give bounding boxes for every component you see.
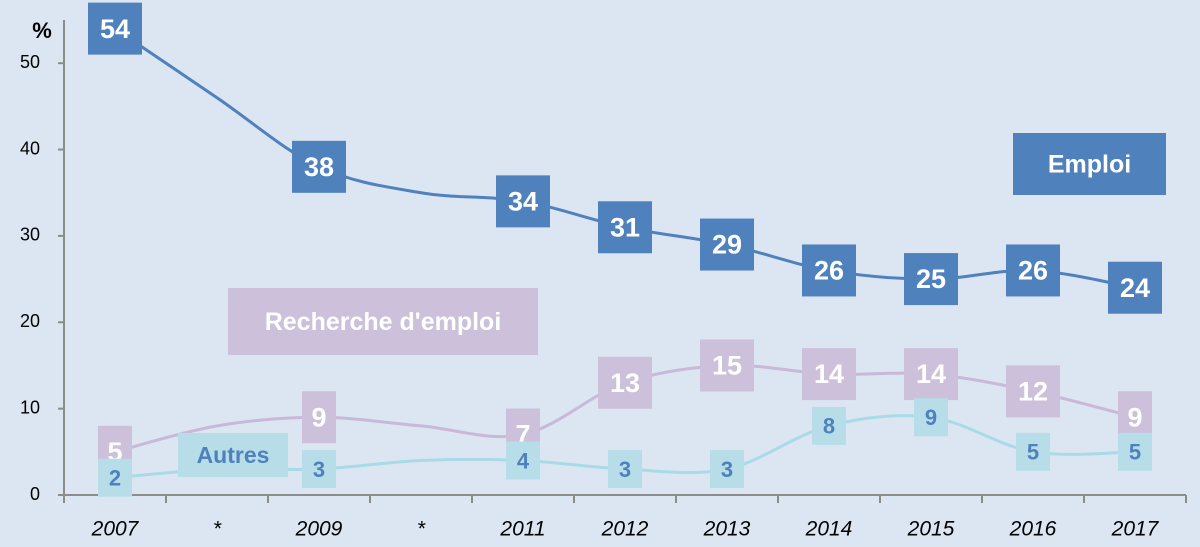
label-box (1016, 432, 1050, 471)
value-label: 5 (1129, 440, 1141, 465)
label-box (802, 348, 856, 401)
y-unit: % (32, 18, 52, 43)
legend-box (178, 433, 288, 477)
data-point: 26 (802, 244, 856, 297)
x-tick-label: 2013 (703, 518, 751, 541)
value-label: 25 (916, 264, 946, 294)
value-label: 31 (610, 212, 640, 242)
value-label: 9 (1127, 402, 1142, 432)
data-point: 13 (598, 356, 652, 409)
value-label: 38 (304, 152, 334, 182)
data-point: 26 (1006, 244, 1060, 297)
data-point: 12 (1006, 365, 1060, 418)
value-label: 9 (925, 405, 937, 430)
data-point: 14 (802, 348, 856, 401)
x-tick-label: * (213, 518, 222, 541)
label-box (98, 458, 132, 497)
label-box (700, 218, 754, 271)
y-tick-label: 40 (20, 138, 40, 158)
label-box (598, 201, 652, 254)
label-box (1118, 432, 1152, 471)
label-box (496, 175, 550, 228)
value-label: 26 (1018, 256, 1048, 286)
value-label: 9 (311, 402, 326, 432)
label-box (904, 253, 958, 306)
data-point: 15 (700, 339, 754, 392)
y-tick-label: 30 (20, 225, 40, 245)
x-tick-label: 2014 (805, 518, 853, 541)
data-point: 29 (700, 218, 754, 271)
label-box (1006, 365, 1060, 418)
data-point: 2 (98, 458, 132, 497)
x-tick-label: 2016 (1009, 518, 1057, 541)
x-tick-label: 2007 (91, 518, 140, 541)
data-point: 14 (904, 348, 958, 401)
data-point: 24 (1108, 261, 1162, 314)
label-box (302, 391, 336, 444)
label-box (710, 450, 744, 489)
x-tick-label: * (417, 518, 426, 541)
label-box (904, 348, 958, 401)
data-point: 5 (1118, 432, 1152, 471)
data-point: 9 (302, 391, 336, 444)
value-label: 15 (712, 351, 742, 381)
value-label: 5 (1027, 440, 1039, 465)
x-tick-label: 2011 (499, 518, 545, 541)
y-tick-label: 50 (20, 52, 40, 72)
data-point: 8 (812, 406, 846, 445)
x-tick-label: 2015 (907, 518, 955, 541)
value-label: 13 (610, 368, 640, 398)
value-label: 29 (712, 230, 742, 260)
legend-box (228, 288, 538, 355)
data-point: 38 (292, 140, 346, 193)
data-point: 9 (914, 398, 948, 437)
x-tick-label: 2009 (295, 518, 343, 541)
legend-box (1013, 133, 1166, 195)
label-box (608, 450, 642, 489)
value-label: 24 (1120, 273, 1150, 303)
data-point: 3 (302, 450, 336, 489)
value-label: 54 (100, 14, 130, 44)
value-label: 2 (109, 466, 121, 491)
value-label: 3 (619, 457, 631, 482)
y-tick-label: 0 (30, 484, 40, 504)
x-tick-label: 2012 (601, 518, 649, 541)
legend-label: Recherche d'emploi (265, 308, 502, 336)
data-point: 54 (88, 2, 142, 55)
value-label: 14 (814, 359, 844, 389)
value-label: 14 (916, 359, 946, 389)
label-box (88, 2, 142, 55)
value-label: 4 (517, 448, 530, 473)
label-box (506, 441, 540, 480)
value-label: 3 (313, 457, 325, 482)
label-box (802, 244, 856, 297)
y-tick-label: 20 (20, 311, 40, 331)
label-box (598, 356, 652, 409)
label-box (292, 140, 346, 193)
data-point: 34 (496, 175, 550, 228)
legend-label: Emploi (1048, 151, 1131, 179)
value-label: 8 (823, 414, 835, 439)
label-box (1006, 244, 1060, 297)
data-point: 25 (904, 253, 958, 306)
label-box (302, 450, 336, 489)
label-box (700, 339, 754, 392)
label-box (914, 398, 948, 437)
data-point: 5 (1016, 432, 1050, 471)
legend-label: Autres (197, 442, 270, 468)
data-point: 3 (608, 450, 642, 489)
label-box (812, 406, 846, 445)
data-point: 3 (710, 450, 744, 489)
value-label: 12 (1018, 376, 1048, 406)
value-label: 34 (508, 186, 538, 216)
y-tick-label: 10 (20, 397, 40, 417)
value-label: 3 (721, 457, 733, 482)
data-point: 4 (506, 441, 540, 480)
data-point: 31 (598, 201, 652, 254)
label-box (1108, 261, 1162, 314)
value-label: 26 (814, 256, 844, 286)
x-tick-label: 2017 (1111, 518, 1160, 541)
